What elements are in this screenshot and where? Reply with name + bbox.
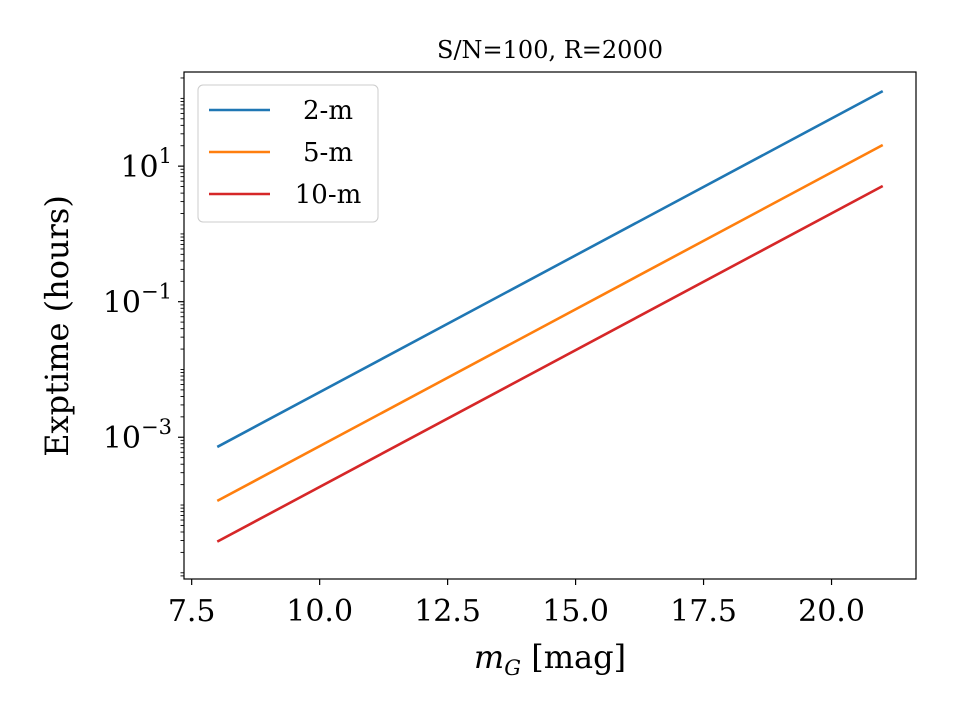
x-axis-label-sub: G: [504, 656, 521, 680]
y-axis-label: Exptime (hours): [38, 195, 76, 457]
legend-label-2-m: 2-m: [303, 96, 353, 126]
x-axis-label: mG [mag]: [474, 638, 626, 680]
x-tick-label: 17.5: [670, 594, 737, 629]
x-axis-ticks: 7.5 10.0 12.5 15.0 17.5 20.0: [168, 579, 865, 629]
series-line-10-m: [216, 184, 884, 543]
plot-frame: [183, 71, 917, 580]
series-line-5-m: [216, 143, 884, 503]
x-axis-label-main: m: [474, 638, 504, 676]
legend-label-5-m: 5-m: [303, 138, 353, 168]
y-tick-label: 10−1: [103, 280, 172, 321]
x-tick-label: 7.5: [168, 594, 216, 629]
y-axis-ticks: 10−3 10−1 101: [103, 77, 184, 577]
legend: 2-m 5-m 10-m: [197, 84, 379, 223]
x-tick-label: 10.0: [286, 594, 353, 629]
x-axis-label-unit: [mag]: [521, 638, 626, 676]
x-tick-label: 12.5: [414, 594, 481, 629]
chart-title: S/N=100, R=2000: [437, 36, 663, 64]
y-tick-label: 101: [120, 144, 172, 185]
y-tick-label: 10−3: [103, 415, 172, 456]
series-line-2-m: [216, 89, 884, 449]
x-tick-label: 20.0: [798, 594, 865, 629]
series-lines: [216, 89, 884, 543]
legend-box: [197, 84, 379, 223]
legend-label-10-m: 10-m: [295, 180, 362, 210]
x-tick-label: 15.0: [542, 594, 609, 629]
